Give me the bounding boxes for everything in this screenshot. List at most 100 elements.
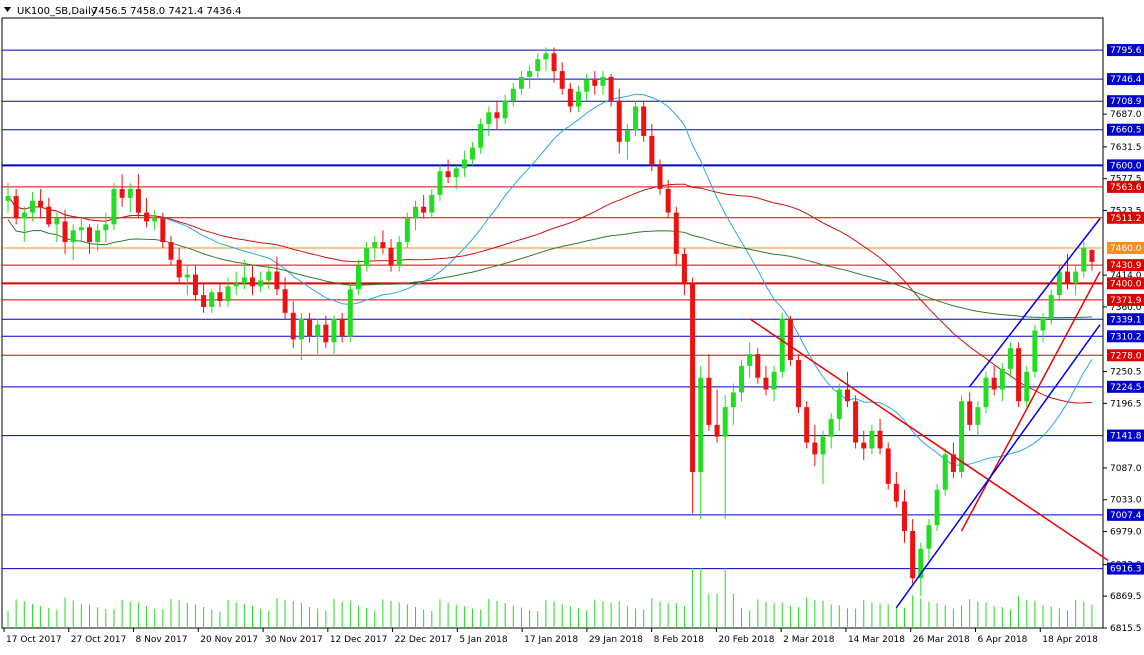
- y-tick-label: 7087.0: [1110, 464, 1142, 474]
- candle-body: [844, 389, 850, 402]
- level-price-tag: [1107, 180, 1144, 193]
- level-price-tag: [1107, 241, 1144, 254]
- y-tick-label: 7250.5: [1110, 367, 1142, 377]
- candle-body: [991, 377, 997, 390]
- y-tick-label: 7033.0: [1110, 496, 1142, 506]
- candle-body: [983, 377, 989, 408]
- candle-body: [250, 277, 255, 287]
- channel-upper-line[interactable]: [969, 218, 1101, 387]
- candle-body: [144, 212, 150, 222]
- candle-body: [926, 525, 932, 549]
- candle-body: [1016, 348, 1022, 402]
- candle-body: [70, 230, 76, 243]
- level-price-label: 7795.6: [1110, 46, 1142, 56]
- candle-body: [510, 88, 516, 101]
- candle-body: [641, 106, 647, 136]
- x-tick-label: 18 Apr 2018: [1042, 635, 1098, 645]
- uptrend-line-red[interactable]: [960, 271, 1101, 532]
- triangle-down-icon[interactable]: [4, 7, 11, 12]
- candle-body: [21, 212, 27, 219]
- candle-body: [78, 227, 84, 231]
- candle-body: [518, 76, 524, 89]
- candle-body: [266, 271, 272, 281]
- level-price-label: 7400.0: [1110, 279, 1142, 289]
- candle-body: [176, 259, 182, 278]
- candle-body: [1007, 348, 1013, 369]
- level-price-tag: [1107, 123, 1144, 136]
- candle-body: [551, 53, 557, 72]
- candle-body: [5, 196, 11, 201]
- candle-body: [62, 221, 68, 243]
- candle-body: [763, 377, 769, 390]
- candle-body: [54, 218, 60, 225]
- candle-body: [241, 277, 247, 284]
- candle-body: [861, 442, 867, 449]
- level-price-label: 6916.3: [1110, 565, 1142, 575]
- candle-body: [127, 189, 133, 198]
- level-price-label: 7224.5: [1110, 383, 1142, 393]
- level-price-label: 7746.4: [1110, 75, 1142, 85]
- level-price-tag: [1107, 313, 1144, 326]
- candle-body: [258, 280, 264, 287]
- candle-body: [437, 171, 443, 195]
- y-tick-label: 7577.5: [1110, 175, 1142, 185]
- candle-body: [372, 242, 378, 248]
- candle-body: [421, 206, 427, 213]
- candle-body: [681, 253, 687, 284]
- candle-body: [616, 100, 622, 142]
- x-tick-label: 20 Feb 2018: [718, 635, 774, 645]
- candle-body: [453, 168, 459, 178]
- candle-body: [429, 194, 435, 213]
- candle-body: [1056, 271, 1062, 296]
- level-price-tag: [1107, 73, 1144, 86]
- candle-body: [307, 318, 313, 337]
- chart-symbol: UK100_SB,Daily: [17, 6, 97, 17]
- candle-body: [13, 196, 19, 219]
- x-tick-label: 2 Mar 2018: [783, 635, 835, 645]
- x-tick-label: 8 Nov 2017: [136, 635, 188, 645]
- candle-body: [649, 135, 655, 166]
- downtrend-line[interactable]: [749, 318, 1109, 562]
- candle-body: [690, 283, 696, 473]
- level-price-label: 7339.1: [1110, 315, 1142, 325]
- level-price-tag: [1107, 211, 1144, 224]
- candle-body: [787, 318, 793, 361]
- candle-body: [38, 200, 44, 207]
- x-tick-label: 26 Mar 2018: [913, 635, 970, 645]
- y-tick-label: 7523.5: [1110, 207, 1142, 217]
- candle-body: [592, 79, 598, 86]
- y-tick-label: 6815.5: [1110, 624, 1142, 634]
- candle-body: [877, 430, 883, 449]
- candle-body: [502, 100, 508, 119]
- candle-body: [779, 318, 785, 372]
- x-tick-label: 8 Feb 2018: [654, 635, 705, 645]
- candle-body: [739, 365, 744, 393]
- candle-body: [747, 354, 753, 366]
- candle-body: [486, 112, 492, 125]
- level-price-tag: [1107, 330, 1144, 343]
- candle-body: [470, 147, 476, 160]
- candle-body: [135, 189, 141, 213]
- candle-body: [152, 218, 158, 222]
- candle-body: [323, 324, 329, 343]
- candle-body: [869, 430, 875, 449]
- candle-body: [543, 53, 549, 60]
- level-price-tag: [1107, 562, 1144, 575]
- level-price-label: 7563.6: [1110, 183, 1142, 193]
- candle-body: [934, 489, 940, 526]
- candle-body: [1040, 318, 1046, 331]
- candle-body: [918, 548, 924, 579]
- y-tick-label: 6869.5: [1110, 592, 1142, 602]
- level-price-label: 7430.9: [1110, 261, 1142, 271]
- candle-body: [1024, 371, 1030, 402]
- level-price-tag: [1107, 349, 1144, 362]
- candle-body: [624, 130, 630, 142]
- candle-body: [160, 218, 166, 243]
- candle-body: [673, 212, 679, 254]
- y-tick-label: 6979.0: [1110, 528, 1142, 538]
- x-tick-label: 20 Nov 2017: [200, 635, 258, 645]
- channel-lower-line[interactable]: [895, 324, 1101, 609]
- candle-body: [364, 247, 370, 266]
